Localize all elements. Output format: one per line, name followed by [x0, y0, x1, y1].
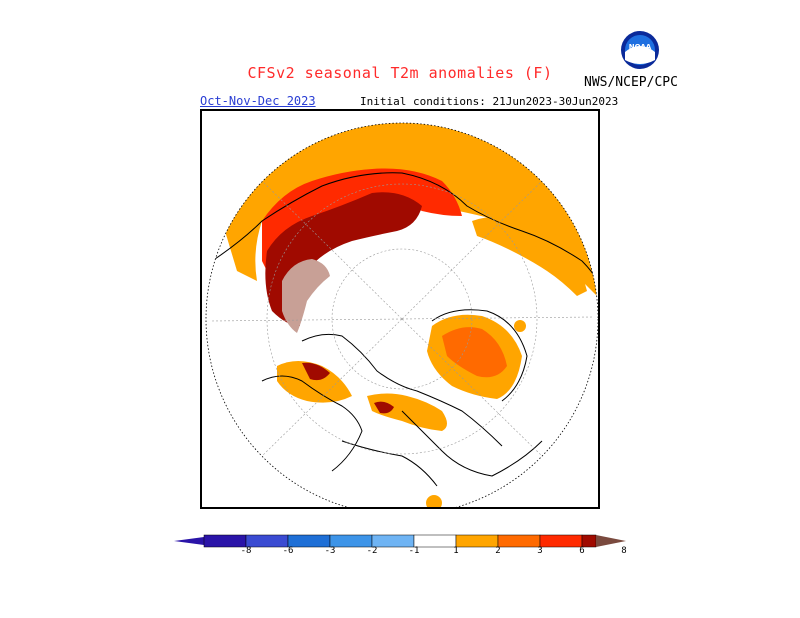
colorbar-tick-label: 2 — [495, 546, 501, 556]
org-label: NWS/NCEP/CPC — [584, 75, 678, 90]
colorbar-swatch — [539, 534, 583, 548]
anomaly-region-siberia-extreme — [282, 259, 330, 333]
colorbar-swatch — [497, 534, 541, 548]
anomaly-region-siberia-red — [262, 168, 462, 281]
colorbar-low-arrow — [174, 537, 204, 545]
colorbar-tick-label: -1 — [408, 546, 420, 556]
anomaly-region-siberia-darkred — [265, 192, 422, 326]
initial-conditions-label: Initial conditions: 21Jun2023-30Jun2023 — [360, 95, 619, 108]
anomaly-map — [200, 109, 600, 509]
anomaly-region-europe-orange — [472, 216, 587, 296]
season-label: Oct-Nov-Dec 2023 — [200, 94, 316, 108]
colorbar-swatch — [413, 534, 457, 548]
colorbar-high-arrow — [596, 535, 626, 547]
page-title: CFSv2 seasonal T2m anomalies (F) — [247, 64, 553, 82]
polar-map-svg — [205, 122, 598, 507]
anomaly-region-small-patch — [426, 495, 442, 507]
svg-text:NOAA: NOAA — [629, 43, 652, 51]
coastlines — [211, 172, 598, 487]
colorbar-tick-label: 6 — [579, 546, 585, 556]
anomaly-region-greenland-red — [442, 327, 507, 378]
colorbar-tick-label: -2 — [366, 546, 378, 556]
anomaly-region-small-patch-2 — [514, 320, 526, 332]
anomaly-region-canada-darkred — [374, 401, 394, 414]
colorbar-tick-label: 3 — [537, 546, 543, 556]
colorbar-swatch — [455, 534, 499, 548]
colorbar-tick-label: -3 — [324, 546, 336, 556]
anomaly-region-alaska-orange — [277, 361, 352, 403]
colorbar-tick-label: -8 — [240, 546, 252, 556]
colorbar-tick-label: 1 — [453, 546, 459, 556]
anomaly-region-eurasia-orange — [222, 123, 598, 301]
colorbar-tick-label: -6 — [282, 546, 294, 556]
anomaly-region-alaska-darkred — [302, 362, 330, 381]
color-bar — [174, 534, 626, 548]
colorbar-tick-label: 8 — [621, 546, 627, 556]
graticule — [211, 180, 593, 457]
noaa-logo-icon: NOAA — [621, 31, 659, 69]
